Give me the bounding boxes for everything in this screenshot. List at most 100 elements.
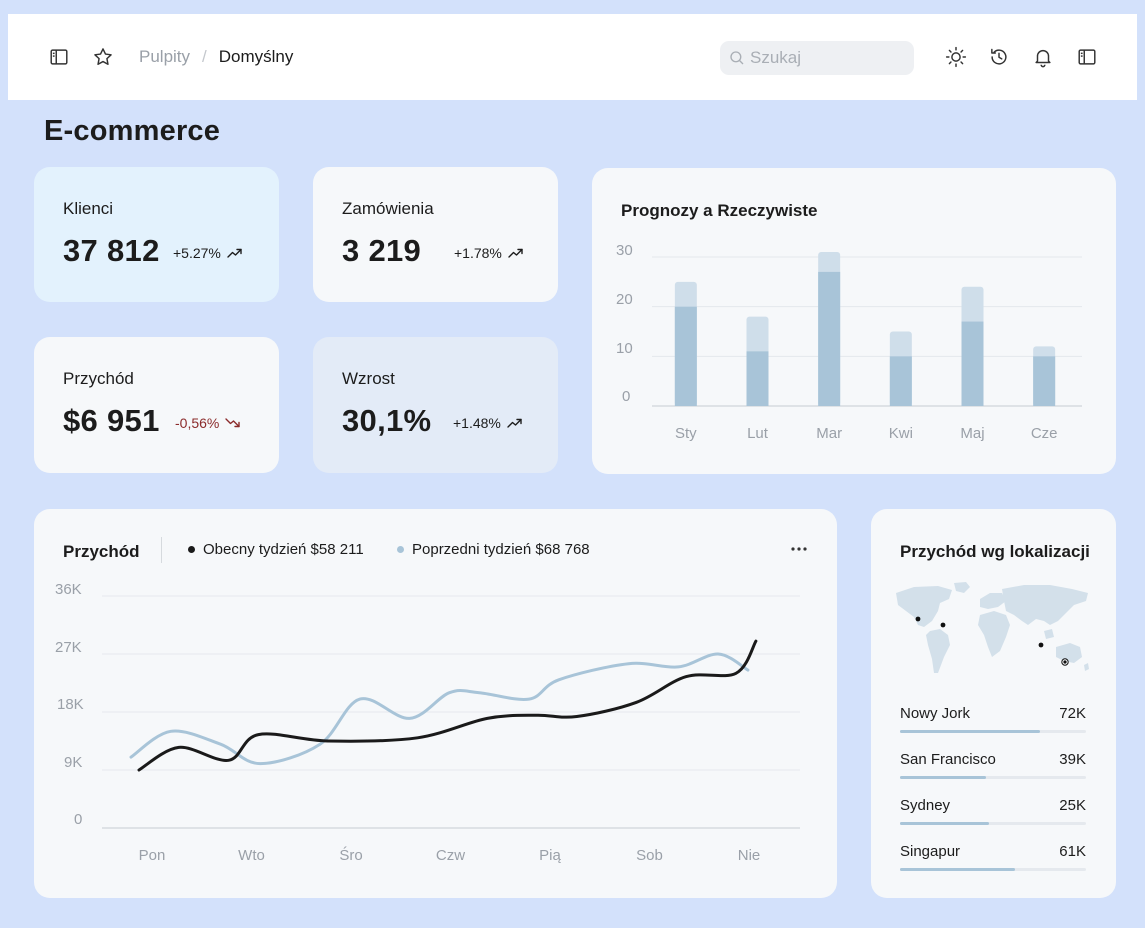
kpi-value: 30,1% xyxy=(342,403,432,438)
current-week-line xyxy=(137,639,758,772)
location-bar-track xyxy=(900,776,1086,779)
kpi-change-value: -0,56% xyxy=(175,415,220,431)
kpi-change-value: +5.27% xyxy=(173,245,221,261)
y-tick: 18K xyxy=(57,696,84,713)
location-bar-fill xyxy=(900,868,1016,871)
actual-bar xyxy=(1033,356,1056,406)
actual-bar xyxy=(961,321,984,406)
panel-icon[interactable] xyxy=(1075,14,1099,100)
location-bar-track xyxy=(900,822,1086,825)
actual-bar xyxy=(746,351,769,406)
trend-down-icon xyxy=(225,418,241,428)
kpi-change-value: +1.78% xyxy=(454,245,502,261)
legend-current-label: Obecny tydzień $58 211 xyxy=(203,541,364,558)
x-tick-label: Kwi xyxy=(889,425,913,442)
legend-current: Obecny tydzień $58 211 xyxy=(188,541,364,558)
x-tick-label: Cze xyxy=(1031,425,1058,442)
x-tick-label: Mar xyxy=(816,425,842,442)
revenue-chart-card: Przychód Obecny tydzień $58 211 Poprzedn… xyxy=(34,509,837,898)
x-tick-label: Sob xyxy=(636,847,663,864)
breadcrumb-current[interactable]: Domyślny xyxy=(218,47,294,66)
kpi-change-value: +1.48% xyxy=(453,415,501,431)
location-value: 72K xyxy=(1059,705,1086,722)
breadcrumb-parent[interactable]: Pulpity xyxy=(139,47,191,66)
location-row[interactable]: Singapur 61K xyxy=(900,843,1086,873)
kpi-label: Klienci xyxy=(63,199,114,218)
location-name: Sydney xyxy=(900,797,951,814)
y-tick: 10 xyxy=(616,340,633,357)
star-icon[interactable] xyxy=(91,14,115,100)
kpi-card-customers[interactable]: Klienci 37 812 +5.27% xyxy=(34,167,279,302)
more-options-button[interactable] xyxy=(784,537,814,561)
bell-icon[interactable] xyxy=(1031,14,1055,100)
x-tick-label: Lut xyxy=(747,425,769,442)
marker-sydney xyxy=(1063,660,1067,664)
breadcrumb: Pulpity / Domyślny xyxy=(139,14,293,100)
location-bar-track xyxy=(900,730,1086,733)
world-map xyxy=(896,582,1089,673)
page-title: E-commerce xyxy=(44,115,221,147)
location-name: Singapur xyxy=(900,843,961,860)
kpi-value: $6 951 xyxy=(63,403,160,438)
sun-icon[interactable] xyxy=(944,14,968,100)
kpi-change: -0,56% xyxy=(175,415,241,431)
legend-previous: Poprzedni tydzień $68 768 xyxy=(397,541,590,558)
kpi-change: +1.48% xyxy=(453,415,523,431)
search-box[interactable] xyxy=(720,41,914,75)
kpi-value: 37 812 xyxy=(63,233,160,268)
history-icon[interactable] xyxy=(987,14,1011,100)
kpi-value: 3 219 xyxy=(342,233,422,268)
y-tick: 9K xyxy=(64,754,83,771)
kpi-card-revenue[interactable]: Przychód $6 951 -0,56% xyxy=(34,337,279,473)
marker-new-york[interactable] xyxy=(940,622,946,628)
x-tick-label: Maj xyxy=(960,425,984,442)
location-row[interactable]: San Francisco 39K xyxy=(900,751,1086,781)
x-tick-label: Pon xyxy=(139,847,166,864)
x-tick-label: Śro xyxy=(339,846,362,864)
x-tick-label: Sty xyxy=(675,425,697,442)
kpi-card-orders[interactable]: Zamówienia 3 219 +1.78% xyxy=(313,167,558,302)
location-bar-fill xyxy=(900,776,986,779)
legend-divider xyxy=(161,537,162,563)
more-dots-icon xyxy=(791,547,807,551)
location-bar-fill xyxy=(900,730,1040,733)
location-row[interactable]: Sydney 25K xyxy=(900,797,1086,827)
revenue-chart-title: Przychód xyxy=(63,542,140,561)
forecast-chart-card: Prognozy a Rzeczywiste 30 20 10 0 Sty Lut… xyxy=(592,168,1116,474)
y-tick: 0 xyxy=(622,388,631,405)
location-row[interactable]: Nowy Jork 72K xyxy=(900,705,1086,735)
world-map-landmass xyxy=(896,582,1089,673)
breadcrumb-separator: / xyxy=(202,47,207,66)
search-icon xyxy=(730,51,744,65)
location-markers xyxy=(915,616,1069,666)
revenue-line-chart: Pon Wto Śro Czw Pią Sob Nie xyxy=(102,595,800,864)
kpi-label: Zamówienia xyxy=(342,199,434,218)
x-tick-label: Wto xyxy=(238,847,265,864)
kpi-change: +1.78% xyxy=(454,245,524,261)
locations-card: Przychód wg lokalizacji Nowy Jork 72K Sa… xyxy=(871,509,1116,898)
forecast-bar-chart: Sty Lut Mar Kwi Maj Cze xyxy=(652,252,1082,442)
legend-dot-current xyxy=(188,546,195,553)
trend-up-icon xyxy=(507,418,522,428)
y-tick: 0 xyxy=(74,811,83,828)
location-name: Nowy Jork xyxy=(900,705,971,722)
y-tick: 20 xyxy=(616,291,633,308)
marker-singapore[interactable] xyxy=(1038,642,1044,648)
location-bar-fill xyxy=(900,822,990,825)
y-tick: 30 xyxy=(616,242,633,259)
trend-up-icon xyxy=(227,248,242,258)
search-input[interactable] xyxy=(750,48,900,68)
kpi-change: +5.27% xyxy=(173,245,243,261)
kpi-card-growth[interactable]: Wzrost 30,1% +1.48% xyxy=(313,337,558,473)
actual-bar xyxy=(818,271,841,406)
actual-bar xyxy=(889,356,912,406)
marker-san-francisco[interactable] xyxy=(915,616,921,622)
sidebar-toggle-icon[interactable] xyxy=(47,14,71,100)
location-name: San Francisco xyxy=(900,751,996,768)
y-tick: 27K xyxy=(55,639,82,656)
x-tick-label: Czw xyxy=(436,847,465,864)
kpi-label: Przychód xyxy=(63,369,134,388)
previous-week-line xyxy=(129,652,750,766)
location-value: 61K xyxy=(1059,843,1086,860)
trend-up-icon xyxy=(508,248,523,258)
